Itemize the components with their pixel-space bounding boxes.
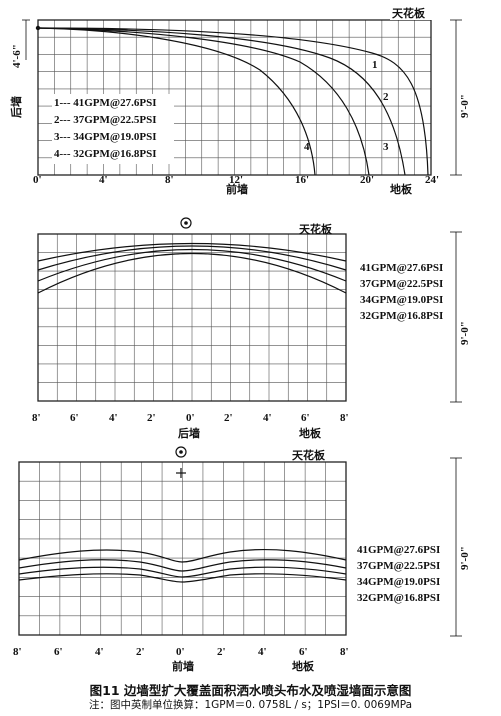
legend-item: 41GPM@27.6PSI [357,544,440,556]
figure-note: 注：图中英制单位换算：1GPM＝0. 0758L / s；1PSI＝0. 006… [0,697,501,712]
curve-label-3: 3 [383,141,389,153]
legend-item: 32GPM@16.8PSI [360,310,443,322]
x-tick-label: 6' [301,412,310,424]
panel3-dimension-label: 9'-0" [459,546,471,570]
x-tick-label: 4' [95,646,104,658]
curve-label-1: 1 [372,59,378,71]
panel1-floor-label: 地板 [390,182,413,196]
legend-item: 1--- 41GPM@27.6PSI [54,97,157,109]
panel-front-wall: 天花板 41GPM@27.6PSI 37GPM@22.5PSI 34GPM@19… [13,447,471,673]
x-tick-label: 2' [147,412,156,424]
x-tick-label: 8' [340,412,349,424]
x-tick-label: 6' [54,646,63,658]
legend-item: 2--- 37GPM@22.5PSI [54,114,157,126]
x-tick-label: 2' [224,412,233,424]
legend-item: 34GPM@19.0PSI [360,294,443,306]
panel2-x-ticks: 8' 6' 4' 2' 0' 2' 4' 6' 8' [32,412,349,424]
panel2-floor-label: 地板 [299,426,322,440]
curve-label-2: 2 [383,91,389,103]
legend-item: 37GPM@22.5PSI [360,278,443,290]
legend-item: 37GPM@22.5PSI [357,560,440,572]
panel-side-elevation: 1 2 3 4 4'-6" 后墙 1--- 41GPM@27.6PSI 2---… [9,6,471,196]
sprinkler-head-icon [36,26,40,30]
panel2-ceiling-label: 天花板 [299,222,333,236]
x-tick-label: 20' [360,174,374,186]
x-tick-label: 6' [70,412,79,424]
x-tick-label: 6' [299,646,308,658]
x-tick-label: 8' [32,412,41,424]
x-tick-label: 4' [258,646,267,658]
panel1-dimension-label: 9'-0" [459,94,471,118]
panel1-front-wall-label: 前墙 [226,182,248,196]
x-tick-label: 24' [425,174,439,186]
panel2-dimension-label: 9'-0" [459,321,471,345]
x-tick-label: 4' [109,412,118,424]
x-tick-label: 4' [99,174,108,186]
x-tick-label: 8' [13,646,22,658]
x-tick-label: 0' [176,646,185,658]
panel1-back-wall-label: 后墙 [9,96,23,118]
legend-item: 34GPM@19.0PSI [357,576,440,588]
panel1-height-label: 4'-6" [11,44,23,68]
panel3-legend: 41GPM@27.6PSI 37GPM@22.5PSI 34GPM@19.0PS… [357,544,440,604]
x-tick-label: 2' [217,646,226,658]
x-tick-label: 8' [340,646,349,658]
x-tick-label: 0' [33,174,42,186]
legend-item: 4--- 32GPM@16.8PSI [54,148,157,160]
panel2-grid [38,234,346,401]
legend-item: 41GPM@27.6PSI [360,262,443,274]
panel1-ceiling-label: 天花板 [392,6,426,20]
panel2-back-wall-label: 后墙 [178,426,200,440]
panel3-floor-label: 地板 [292,659,315,673]
x-tick-label: 2' [136,646,145,658]
legend-item: 32GPM@16.8PSI [357,592,440,604]
sprinkler-diagram: .grid { stroke:#555; stroke-width:0.6; f… [0,0,501,680]
curve-label-4: 4 [304,141,310,153]
panel3-grid [19,462,346,635]
panel3-x-ticks: 8' 6' 4' 2' 0' 2' 4' 6' 8' [13,646,349,658]
panel3-front-wall-label: 前墙 [172,659,194,673]
panel3-ceiling-label: 天花板 [292,448,326,462]
panel-back-wall: 天花板 41GPM@27.6PSI 37GPM@22.5PSI 34GPM@19… [32,218,471,440]
legend-item: 3--- 34GPM@19.0PSI [54,131,157,143]
panel2-legend: 41GPM@27.6PSI 37GPM@22.5PSI 34GPM@19.0PS… [360,262,443,322]
x-tick-label: 16' [295,174,309,186]
x-tick-label: 8' [165,174,174,186]
panel1-legend: 1--- 41GPM@27.6PSI 2--- 37GPM@22.5PSI 3-… [52,94,174,164]
x-tick-label: 0' [186,412,195,424]
x-tick-label: 4' [263,412,272,424]
